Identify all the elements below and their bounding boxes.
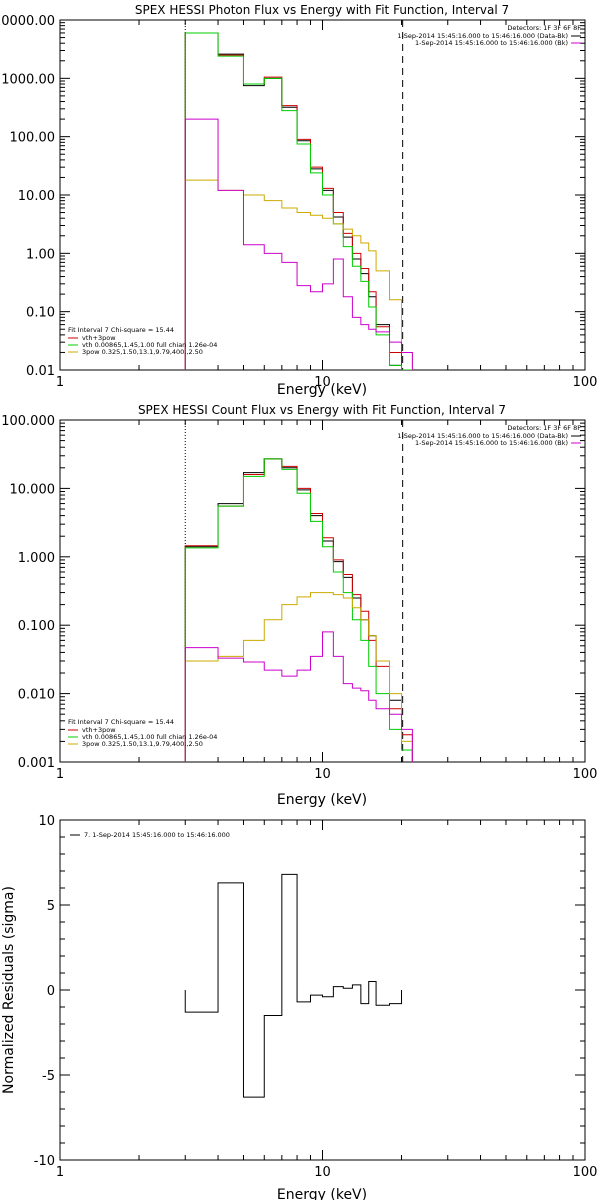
residuals-x-tick-label: 100 [573, 1165, 598, 1180]
photon-flux-series-2 [184, 32, 413, 370]
photon-flux-series-4 [184, 118, 413, 370]
residuals-series-0 [184, 873, 403, 1098]
photon-flux-fit-legend-entry: 3pow 0.325,1.50,13.1,9.79,400.,2.50 [82, 348, 203, 356]
photon-flux-y-tick-label: 10.00 [18, 189, 55, 204]
count-flux-x-tick-label: 100 [573, 767, 598, 782]
residuals-y-tick-label: 0 [47, 984, 55, 999]
residuals-y-tick-label: 5 [47, 899, 55, 914]
count-flux-y-tick-label: 100.000 [1, 414, 55, 429]
photon-flux-y-tick-label: 1000.00 [1, 72, 55, 87]
count-flux-series-2 [184, 458, 413, 762]
count-flux-series-3 [184, 592, 413, 762]
photon-flux-x-tick-label: 10 [314, 375, 331, 390]
count-flux-fit-legend-entry: vth 0.00865,1.45,1.00 full chian 1.26e-0… [82, 733, 217, 741]
count-flux-fit-legend-header: Fit Interval 7 Chi-square = 15.44 [68, 718, 174, 726]
count-flux-panel: SPEX HESSI Count Flux vs Energy with Fit… [1, 403, 597, 808]
residuals-axes: 1 10 100 10 5 0 -5 -10 7. 1-Sep-2014 15:45:16.00… [34, 814, 598, 1180]
residuals-xlabel: Energy (keV) [277, 1187, 367, 1200]
count-flux-y-tick-label: 10.000 [10, 482, 56, 497]
count-flux-x-tick-label: 1 [56, 767, 64, 782]
count-flux-xlabel: Energy (keV) [277, 792, 367, 808]
count-flux-legend-entry: 1-Sep-2014 15:45:16.000 to 15:46:16.000 … [397, 432, 568, 440]
photon-flux-y-tick-label: 1.00 [26, 247, 55, 262]
photon-flux-series-3 [184, 179, 413, 370]
photon-flux-y-tick-label: 100.00 [10, 131, 56, 146]
count-flux-axes: 1 10 100 100.000 10.000 1.000 0.100 0.010 0.001 D… [1, 414, 597, 782]
photon-flux-x-tick-label: 100 [573, 375, 598, 390]
photon-flux-title: SPEX HESSI Photon Flux vs Energy with Fi… [135, 3, 509, 17]
photon-flux-legend-header: Detectors: 1F 3F 6F 8F [507, 24, 581, 32]
count-flux-legend-entry: 1-Sep-2014 15:45:16.000 to 15:46:16.000 … [415, 439, 568, 447]
photon-flux-legend-entry: 1-Sep-2014 15:45:16.000 to 15:46:16.000 … [415, 39, 568, 47]
residuals-panel: 1 10 100 10 5 0 -5 -10 7. 1-Sep-2014 15:45:16.00… [1, 814, 597, 1200]
photon-flux-x-tick-label: 1 [56, 375, 64, 390]
photon-flux-y-tick-label: 0.10 [26, 306, 55, 321]
residuals-y-tick-label: -5 [42, 1069, 55, 1084]
count-flux-fit-legend-entry: vth+3pow [82, 726, 116, 734]
count-flux-series-4 [184, 631, 413, 762]
photon-flux-legend-entry: 1-Sep-2014 15:45:16.000 to 15:46:16.000 … [397, 32, 568, 40]
residuals-ylabel: Normalized Residuals (sigma) [1, 886, 17, 1094]
count-flux-title: SPEX HESSI Count Flux vs Energy with Fit… [138, 403, 506, 417]
photon-flux-fit-legend-header: Fit Interval 7 Chi-square = 15.44 [68, 326, 174, 334]
residuals-x-tick-label: 10 [314, 1165, 331, 1180]
count-flux-y-tick-label: 0.100 [18, 619, 55, 634]
photon-flux-panel: SPEX HESSI Photon Flux vs Energy with Fi… [0, 3, 597, 398]
photon-flux-xlabel: Energy (keV) [277, 382, 367, 398]
count-flux-y-tick-label: 1.000 [18, 551, 55, 566]
residuals-x-tick-label: 1 [56, 1165, 64, 1180]
count-flux-legend-header: Detectors: 1F 3F 6F 8F [507, 424, 581, 432]
residuals-legend-entry: 7. 1-Sep-2014 15:45:16.000 to 15:46:16.0… [84, 831, 230, 839]
photon-flux-y-tick-label: 0.01 [26, 364, 55, 379]
residuals-y-tick-label: -10 [34, 1154, 55, 1169]
count-flux-fit-legend-entry: 3pow 0.325,1.50,13.1,9.79,400.,2.50 [82, 740, 203, 748]
count-flux-y-tick-label: 0.001 [18, 756, 55, 771]
residuals-y-tick-label: 10 [38, 814, 55, 829]
count-flux-x-tick-label: 10 [314, 767, 331, 782]
photon-flux-fit-legend-entry: vth 0.00865,1.45,1.00 full chian 1.26e-0… [82, 341, 217, 349]
photon-flux-fit-legend-entry: vth+3pow [82, 334, 116, 342]
count-flux-y-tick-label: 0.010 [18, 688, 55, 703]
